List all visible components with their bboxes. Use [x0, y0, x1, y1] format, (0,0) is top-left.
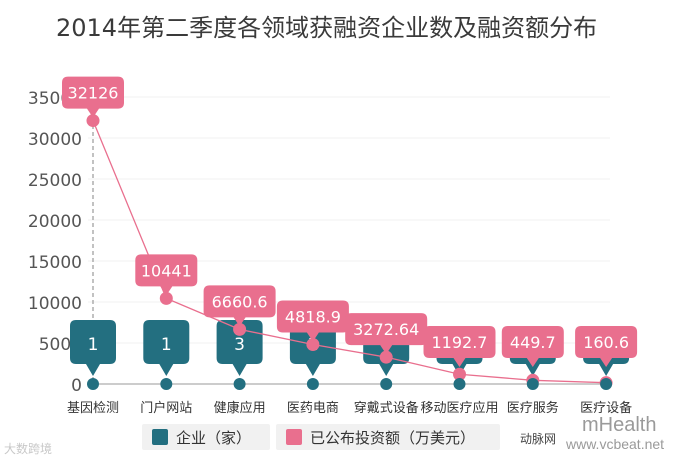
investment-callout [62, 76, 124, 118]
investment-point [159, 291, 173, 305]
investment-line [86, 114, 613, 390]
investment-point [86, 114, 100, 128]
company-base-dot [233, 378, 246, 390]
y-tick-label: 0 [71, 376, 82, 396]
x-tick-label: 医疗服务 [507, 400, 559, 416]
legend-label-company: 企业（家） [176, 428, 252, 447]
company-base-dot [160, 378, 173, 390]
company-base-dot [87, 378, 99, 390]
x-axis-ticks: 基因检测 门户网站 健康应用 医药电商 穿戴式设备 移动医疗应用 医疗服务 医疗设备 [67, 400, 632, 416]
x-tick-label: 门户网站 [140, 400, 192, 416]
investment-value-label: 4818.9 [285, 307, 341, 326]
investment-value-label: 160.6 [583, 333, 629, 352]
x-tick-label: 医药电商 [287, 401, 339, 416]
legend-swatch-investment [286, 429, 302, 445]
investment-point [453, 367, 466, 381]
investment-point [306, 337, 320, 351]
x-tick-label: 医疗设备 [580, 400, 632, 416]
legend-item-investment: 已公布投资额（万美元） [276, 424, 500, 450]
chart-title: 2014年第二季度各领域获融资企业数及融资额分布 [56, 14, 598, 42]
investment-callout [345, 313, 428, 355]
investment-value-label: 6660.6 [212, 292, 268, 311]
investment-value-label: 1192.7 [432, 333, 488, 352]
investment-point [379, 350, 393, 364]
x-tick-label: 移动医疗应用 [420, 400, 498, 416]
y-tick-label: 25000 [28, 171, 82, 191]
company-value-label: 3 [234, 335, 245, 355]
company-callout [70, 320, 116, 376]
investment-callout [276, 300, 349, 342]
legend-swatch-company [152, 429, 168, 445]
watermark-brand: 动脉网 [520, 432, 557, 446]
y-tick-label: 20000 [28, 212, 82, 232]
investment-value-label: 449.7 [510, 333, 556, 352]
investment-callout [575, 326, 638, 367]
x-tick-label: 穿戴式设备 [354, 400, 419, 416]
investment-callout [501, 326, 564, 367]
x-tick-label: 健康应用 [214, 400, 266, 416]
investment-value-label: 32126 [68, 84, 119, 103]
investment-callout [423, 326, 496, 367]
y-tick-label: 10000 [28, 294, 82, 314]
investment-series-line [92, 120, 607, 384]
company-base-dot [600, 378, 613, 390]
watermark-left: 大数跨境 [4, 442, 53, 456]
investment-value-label: 3272.64 [353, 320, 419, 339]
company-value-label: 1 [161, 335, 172, 355]
investment-callout [135, 254, 198, 296]
legend-item-company: 企业（家） [142, 424, 270, 450]
company-base-dot [380, 378, 393, 390]
watermark-url: www.vcbeat.net [566, 436, 665, 452]
company-callout [143, 320, 190, 376]
company-base-dot [453, 378, 466, 390]
investment-callout [203, 285, 276, 327]
y-tick-label: 15000 [28, 253, 82, 273]
x-tick-label: 基因检测 [67, 401, 119, 416]
y-tick-label: 30000 [28, 130, 82, 150]
company-base-dot [306, 378, 319, 390]
legend-label-investment: 已公布投资额（万美元） [310, 428, 476, 447]
watermark-logo: mHealth [582, 414, 657, 436]
investment-labels: 32126 10441 6660.6 4818.9 3272.64 1192.7 449.7… [62, 76, 638, 367]
company-value-label: 1 [88, 335, 99, 355]
x-axis [88, 118, 610, 385]
investment-value-label: 10441 [141, 261, 192, 280]
company-base-dot [526, 378, 539, 390]
investment-point [233, 322, 247, 336]
company-callout [216, 320, 263, 376]
